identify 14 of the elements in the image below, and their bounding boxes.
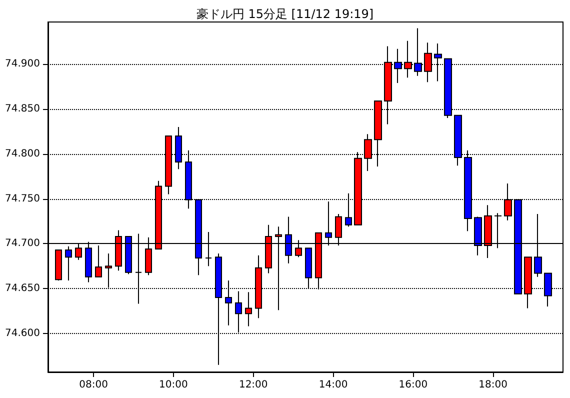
y-tick-label: 74.800 — [5, 148, 40, 160]
y-tick-label: 74.600 — [5, 328, 40, 339]
y-tick-label: 74.700 — [5, 238, 40, 250]
x-tick-label: 08:00 — [79, 380, 108, 390]
x-tick-label: 18:00 — [478, 380, 508, 390]
y-tick-label: 74.650 — [5, 283, 40, 294]
chart-title: 豪ドル円 15分足 [11/12 19:19] — [196, 7, 374, 21]
x-tick-label: 12:00 — [238, 380, 268, 390]
y-tick-label: 74.850 — [5, 104, 40, 115]
y-tick-label: 74.750 — [5, 193, 40, 204]
x-tick-label: 14:00 — [318, 380, 348, 390]
x-tick-label: 16:00 — [398, 380, 428, 390]
x-tick-label: 10:00 — [159, 380, 188, 390]
y-tick-label: 74.900 — [5, 58, 40, 70]
